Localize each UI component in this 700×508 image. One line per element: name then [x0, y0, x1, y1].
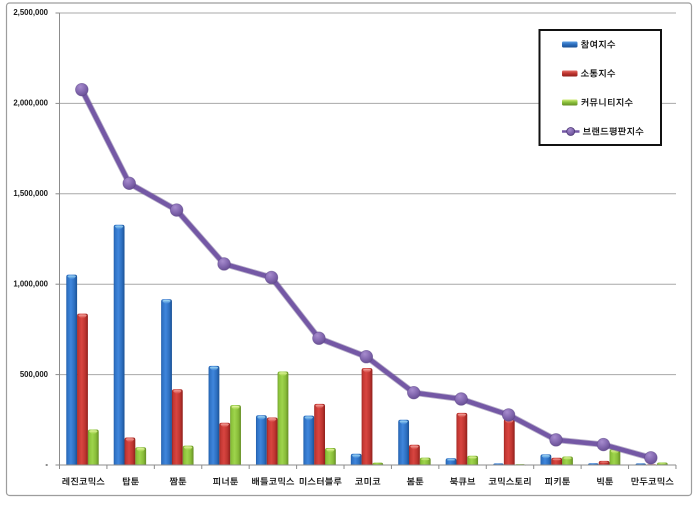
svg-text:1,500,000: 1,500,000: [13, 189, 48, 198]
svg-text:-: -: [45, 460, 48, 469]
svg-text:2,000,000: 2,000,000: [13, 99, 48, 108]
svg-text:1,000,000: 1,000,000: [13, 279, 48, 288]
svg-text:2,500,000: 2,500,000: [13, 8, 48, 17]
svg-text:500,000: 500,000: [20, 370, 49, 379]
